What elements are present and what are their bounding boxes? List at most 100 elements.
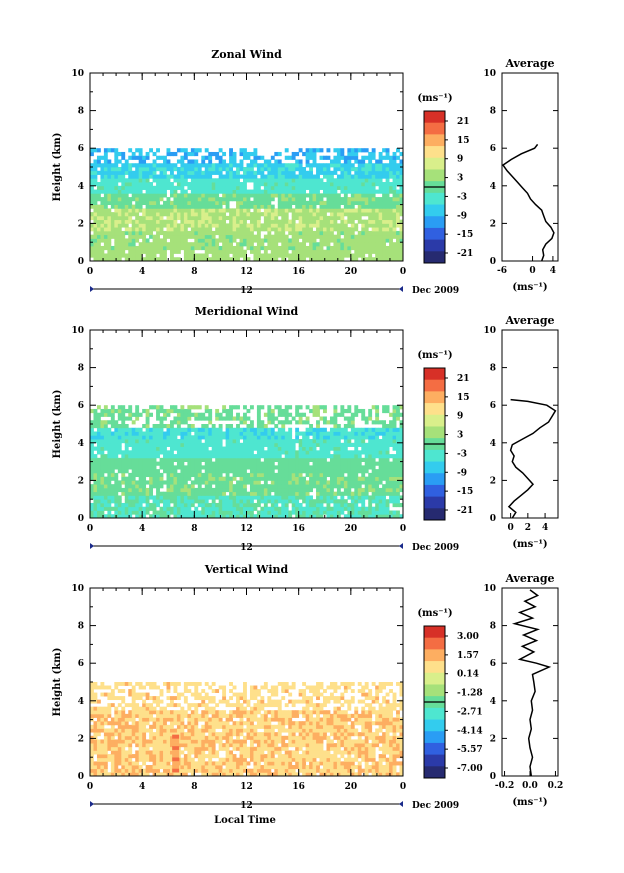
heatmap-cell [190, 245, 195, 251]
heatmap-cell [323, 499, 327, 504]
heatmap-cell [253, 480, 258, 485]
heatmap-cell [103, 502, 108, 508]
heatmap-cell [173, 484, 178, 489]
heatmap-cell [90, 163, 94, 168]
heatmap-cell [267, 472, 272, 478]
heatmap-cell [187, 499, 192, 504]
heatmap-cell [298, 491, 303, 496]
heatmap-cell [298, 159, 303, 164]
heatmap-cell [128, 514, 133, 519]
heatmap-cell [336, 454, 341, 459]
heatmap-cell [378, 174, 383, 179]
heatmap-cell [96, 416, 101, 421]
heatmap-cell [117, 502, 122, 508]
heatmap-cell [298, 457, 303, 462]
heatmap-cell [288, 495, 293, 500]
heatmap-cell [131, 461, 136, 466]
heatmap-cell [249, 502, 254, 508]
heatmap-cell [277, 223, 282, 228]
heatmap-cell [183, 502, 188, 508]
heatmap-cell [270, 245, 275, 251]
heatmap-cell [90, 461, 94, 466]
heatmap-cell [378, 253, 383, 258]
heatmap-cell [225, 476, 230, 481]
heatmap-cell [253, 435, 258, 440]
heatmap-cell [263, 502, 268, 508]
heatmap-cell [204, 230, 209, 236]
heatmap-cell [190, 502, 195, 508]
heatmap-cell [152, 465, 157, 470]
heatmap-cell [382, 461, 387, 466]
heatmap-cell [169, 442, 174, 447]
heatmap-cell [152, 197, 157, 202]
heatmap-cell [357, 178, 362, 183]
heatmap-cell [323, 454, 327, 459]
colorbar-swatch [424, 251, 445, 264]
heatmap-cell [232, 245, 237, 251]
heatmap-cell [166, 465, 171, 470]
heatmap-cell [222, 159, 227, 164]
heatmap-cell [364, 182, 369, 187]
heatmap-cell [323, 461, 327, 466]
heatmap-cell [243, 208, 247, 213]
heatmap-cell [305, 420, 310, 425]
heatmap-cell [333, 189, 338, 194]
heatmap-cell [107, 514, 112, 519]
heatmap-cell [298, 215, 303, 221]
heatmap-cell [232, 208, 237, 213]
heatmap-cell [149, 253, 153, 258]
heatmap-cell [215, 412, 220, 417]
heatmap-cell [100, 227, 105, 232]
heatmap-cell [229, 178, 233, 183]
heatmap-cell [323, 189, 327, 194]
heatmap-cell [163, 442, 167, 447]
heatmap-cell [396, 469, 400, 474]
heatmap-cell [288, 446, 293, 451]
heatmap-cell [329, 495, 334, 500]
heatmap-cell [333, 215, 338, 221]
heatmap-cell [309, 465, 313, 470]
heatmap-cell [211, 506, 216, 511]
heatmap-cell [256, 234, 261, 239]
heatmap-cell [110, 424, 115, 429]
heatmap-cell [131, 442, 136, 447]
heatmap-cell [103, 185, 108, 190]
heatmap-cell [243, 182, 247, 187]
heatmap-cell [183, 420, 188, 425]
heatmap-cell [284, 514, 289, 519]
heatmap-cell [305, 465, 310, 470]
heatmap-cell [329, 212, 334, 217]
heatmap-cell [204, 461, 209, 466]
heatmap-cell [378, 238, 383, 243]
heatmap-cell [169, 189, 174, 194]
heatmap-cell [319, 450, 324, 455]
colorbar-swatch [424, 473, 445, 486]
heatmap-cell [93, 208, 98, 213]
heatmap-cell [333, 484, 338, 489]
heatmap-cell [333, 170, 338, 175]
heatmap-cell [96, 249, 101, 254]
heatmap-cell [107, 197, 112, 202]
heatmap-cell [347, 204, 352, 209]
heatmap-cell [225, 167, 230, 172]
heatmap-cell [135, 472, 140, 478]
heatmap-cell [190, 514, 195, 519]
heatmap-cell [277, 469, 282, 474]
heatmap-cell [96, 170, 101, 175]
heatmap-cell [312, 427, 317, 432]
heatmap-cell [354, 450, 359, 455]
heatmap-cell [347, 249, 352, 254]
heatmap-cell [291, 465, 296, 470]
heatmap-cell [371, 454, 376, 459]
colorbar-tick-label: 9 [457, 155, 463, 165]
heatmap-cell [173, 427, 178, 432]
heatmap-cell [277, 457, 282, 462]
heatmap-cell [343, 182, 348, 187]
heatmap-cell [128, 212, 133, 217]
heatmap-cell [267, 253, 272, 258]
heatmap-cell [96, 495, 101, 500]
heatmap-cell [96, 212, 101, 217]
heatmap-cell [371, 450, 376, 455]
heatmap-cell [385, 215, 390, 221]
heatmap-cell [329, 245, 334, 251]
